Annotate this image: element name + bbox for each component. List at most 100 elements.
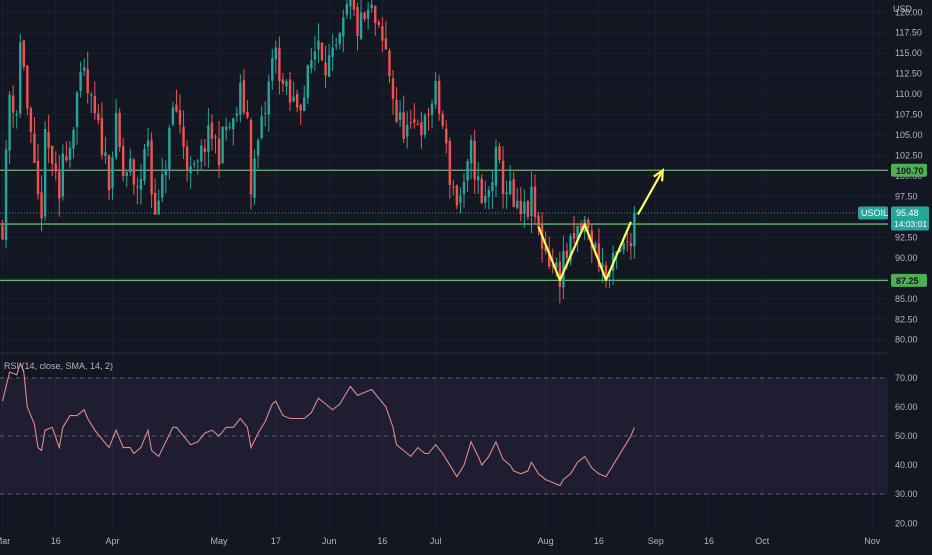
candle-body — [452, 186, 455, 188]
price-tick-label: 117.50 — [895, 28, 922, 38]
candle-body — [324, 62, 327, 76]
candle-body — [565, 250, 569, 258]
candle-body — [391, 78, 395, 99]
candle-body — [484, 195, 487, 203]
candle-body — [143, 149, 146, 181]
candle-body — [381, 25, 384, 41]
candle-body — [590, 230, 593, 249]
candle-body — [100, 118, 104, 155]
candle-body — [189, 166, 192, 174]
candle-body — [384, 38, 388, 50]
candle-body — [587, 219, 590, 228]
candle-body — [306, 65, 309, 99]
candle-body — [395, 99, 398, 122]
candle-body — [320, 42, 324, 60]
candle-body — [235, 113, 238, 116]
candle-body — [253, 158, 256, 198]
candle-body — [193, 163, 196, 165]
candle-body — [604, 265, 608, 275]
time-tick-label: May — [211, 536, 229, 546]
candle-body — [420, 122, 423, 136]
candle-body — [572, 233, 576, 239]
candle-body — [15, 113, 18, 116]
candle-body — [278, 47, 281, 82]
candle-body — [267, 81, 270, 115]
time-tick-label: 17 — [271, 536, 281, 546]
candle-body — [203, 148, 207, 152]
rsi-tick-label: 70.00 — [895, 373, 918, 383]
candle-body — [118, 112, 121, 148]
price-tick-label: 92.50 — [895, 232, 918, 242]
candle-body — [274, 47, 278, 60]
price-tick-label: 85.00 — [895, 294, 918, 304]
candle-body — [40, 192, 43, 219]
candle-body — [434, 81, 437, 105]
candle-body — [633, 213, 636, 247]
candle-body — [43, 128, 47, 217]
candle-body — [242, 79, 246, 113]
candle-body — [224, 126, 228, 130]
candle-body — [508, 180, 512, 195]
candle-body — [466, 161, 469, 181]
candle-body — [317, 40, 320, 50]
candle-body — [171, 107, 175, 125]
candle-body — [54, 163, 57, 172]
candle-body — [19, 42, 22, 114]
symbol-label: USOIL — [861, 208, 888, 218]
candle-body — [132, 159, 136, 185]
candle-body — [97, 113, 100, 121]
time-tick-label: 16 — [51, 536, 61, 546]
candle-body — [352, 0, 356, 10]
candle-body — [313, 51, 317, 60]
last-price-tag — [891, 206, 929, 231]
price-tick-label: 105.00 — [895, 130, 923, 140]
candle-body — [562, 251, 565, 288]
symbol-tag — [858, 206, 888, 220]
candle-body — [150, 140, 153, 195]
candle-body — [82, 67, 86, 71]
price-tick-label: 110.00 — [895, 89, 922, 99]
level-price-tag — [891, 273, 927, 287]
candle-body — [196, 160, 199, 162]
candle-body — [295, 93, 299, 108]
price-tick-label: 90.00 — [895, 253, 918, 263]
candle-body — [299, 105, 302, 111]
candle-body — [29, 108, 33, 133]
candle-body — [1, 225, 4, 240]
candle-body — [239, 82, 242, 115]
candle-body — [473, 140, 476, 180]
candle-body — [480, 178, 483, 204]
candle-body — [4, 149, 8, 241]
price-tick-label: 120.00 — [895, 7, 923, 17]
time-tick-label: Mar — [0, 536, 10, 546]
candle-body — [182, 126, 185, 148]
candle-body — [626, 241, 629, 243]
candle-body — [622, 243, 625, 250]
candle-body — [494, 147, 498, 186]
candle-body — [246, 111, 249, 118]
candle-body — [505, 192, 508, 195]
candle-body — [175, 104, 178, 112]
candle-body — [402, 112, 405, 139]
candle-body — [558, 261, 562, 288]
candle-body — [576, 226, 579, 240]
time-tick-label: 16 — [704, 536, 714, 546]
candle-body — [217, 138, 221, 166]
candle-body — [260, 116, 263, 138]
candle-body — [8, 94, 11, 151]
candle-body — [79, 71, 82, 91]
level-price-tag — [891, 163, 927, 177]
rsi-tick-label: 30.00 — [895, 489, 918, 499]
candle-body — [111, 157, 114, 189]
candle-body — [331, 47, 334, 57]
candle-body — [68, 147, 72, 160]
rsi-line — [1, 361, 635, 487]
candle-body — [72, 129, 75, 149]
candle-body — [516, 200, 519, 209]
candle-body — [477, 176, 480, 181]
candle-body — [406, 124, 409, 137]
candle-body — [416, 124, 420, 126]
candle-body — [232, 118, 235, 130]
candle-body — [178, 110, 182, 125]
